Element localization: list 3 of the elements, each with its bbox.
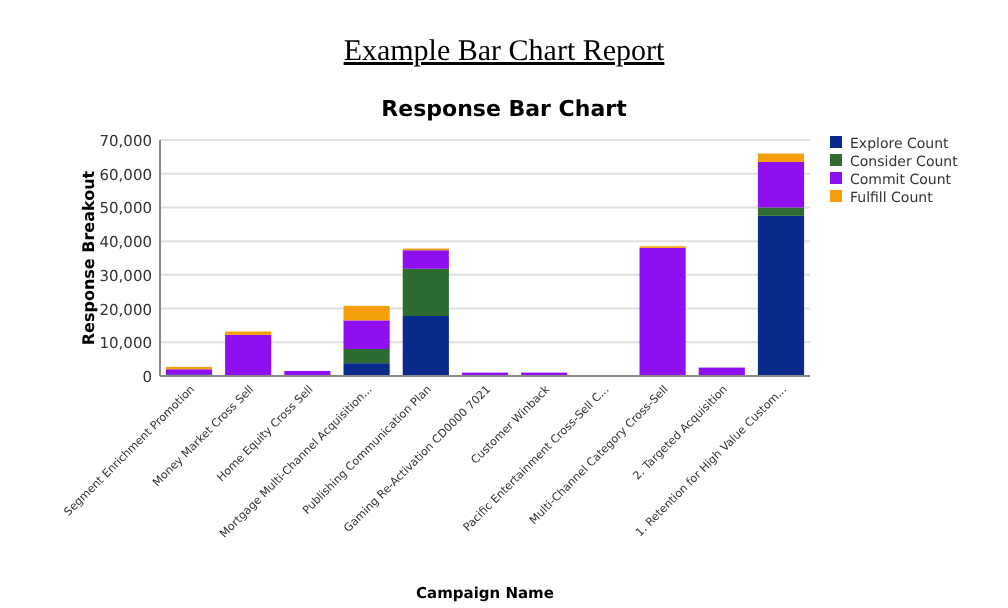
y-axis-title: Response Breakout: [80, 170, 98, 346]
chart-title: Example Bar Chart Report: [343, 36, 667, 68]
chart-subtitle: Response Bar Chart: [381, 96, 627, 122]
